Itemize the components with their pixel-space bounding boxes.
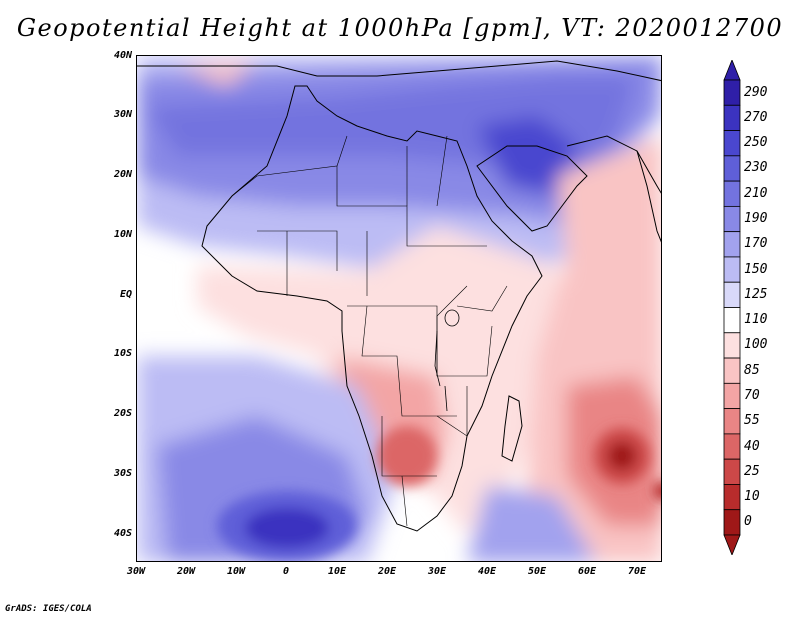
colorbar-level-label: 150: [744, 261, 768, 277]
colorbar-swatch: [723, 458, 741, 485]
lat-label-10n: 10N: [113, 229, 132, 240]
field-indian-low-core: [608, 442, 636, 470]
colorbar-swatch: [723, 382, 741, 410]
colorbar-max-arrow: [723, 60, 741, 81]
colorbar-swatch: [723, 256, 741, 283]
field-indian-low-edge: [653, 481, 661, 501]
lat-label-20s: 20S: [113, 408, 132, 419]
lon-label-70e: 70E: [627, 566, 647, 577]
country-borders: [231, 135, 508, 527]
colorbar-swatch: [723, 104, 741, 131]
lat-label-eq: EQ: [119, 289, 132, 300]
arabia-coastline: [476, 145, 588, 232]
geopotential-field: [137, 56, 661, 561]
field-high-arabia: [477, 116, 577, 196]
field-southern-africa-40: [377, 426, 437, 486]
colorbar-level-label: 190: [744, 211, 768, 227]
colorbar-swatch: [723, 180, 741, 207]
colorbar-level-label: 40: [744, 438, 760, 454]
colorbar-swatch: [723, 130, 741, 157]
colorbar-level-label: 10: [744, 489, 760, 505]
colorbar-swatch: [723, 155, 741, 182]
colorbar-level-label: 250: [744, 135, 768, 151]
colorbar-swatch: [723, 231, 741, 258]
lakes: [434, 309, 460, 412]
lat-label-30s: 30S: [113, 468, 132, 479]
colorbar-swatch: [723, 79, 741, 106]
lon-label-30w: 30W: [126, 566, 146, 577]
lon-label-20e: 20E: [377, 566, 397, 577]
lon-label-10w: 10W: [226, 566, 246, 577]
colorbar-swatch: [723, 281, 741, 308]
india-coastline: [636, 150, 661, 243]
lat-label-40s: 40S: [113, 528, 132, 539]
colorbar-level-label: 125: [744, 286, 768, 302]
lon-label-40e: 40E: [477, 566, 497, 577]
lon-label-50e: 50E: [527, 566, 547, 577]
colorbar-level-label: 270: [744, 109, 768, 125]
colorbar-level-label: 25: [744, 463, 760, 479]
madagascar-coastline: [501, 395, 523, 462]
colorbar-swatch: [723, 433, 741, 460]
africa-coastline: [201, 85, 543, 532]
lon-label-20w: 20W: [176, 566, 196, 577]
lon-label-0: 0: [282, 566, 290, 577]
lat-label-10s: 10S: [113, 348, 132, 359]
colorbar: [723, 60, 741, 555]
lat-label-40n: 40N: [113, 50, 132, 61]
lat-label-20n: 20N: [113, 169, 132, 180]
lat-label-30n: 30N: [113, 109, 132, 120]
colorbar-level-label: 55: [744, 413, 760, 429]
colorbar-level-label: 210: [744, 185, 768, 201]
colorbar-swatch: [723, 509, 741, 536]
field-atlantic-high-core: [245, 508, 329, 548]
colorbar-swatch: [723, 408, 741, 435]
colorbar-level-label: 100: [744, 337, 768, 353]
colorbar-swatch: [723, 205, 741, 233]
coastlines: [137, 60, 661, 532]
colorbar-min-arrow: [723, 534, 741, 555]
lon-label-60e: 60E: [577, 566, 597, 577]
field-indian-high-edge: [467, 486, 596, 561]
colorbar-level-label: 70: [744, 387, 760, 403]
colorbar-level-label: 170: [744, 236, 768, 252]
map-panel: [136, 55, 662, 562]
colorbar-level-label: 290: [744, 84, 768, 100]
colorbar-swatch: [723, 357, 741, 384]
colorbar-swatch: [723, 484, 741, 511]
colorbar-level-label: 85: [744, 362, 760, 378]
colorbar-swatch: [723, 332, 741, 359]
colorbar-swatch: [723, 307, 741, 334]
colorbar-level-label: 110: [744, 312, 768, 328]
colorbar-level-label: 230: [744, 160, 768, 176]
map-title: Geopotential Height at 1000hPa [gpm], VT…: [16, 14, 784, 42]
lon-label-10e: 10E: [327, 566, 347, 577]
field-low-atlantic-north: [177, 61, 257, 86]
europe-coastline: [137, 60, 661, 82]
grads-credit: GrADS: IGES/COLA: [5, 604, 92, 614]
lon-label-30e: 30E: [427, 566, 447, 577]
colorbar-level-label: 0: [744, 514, 752, 530]
